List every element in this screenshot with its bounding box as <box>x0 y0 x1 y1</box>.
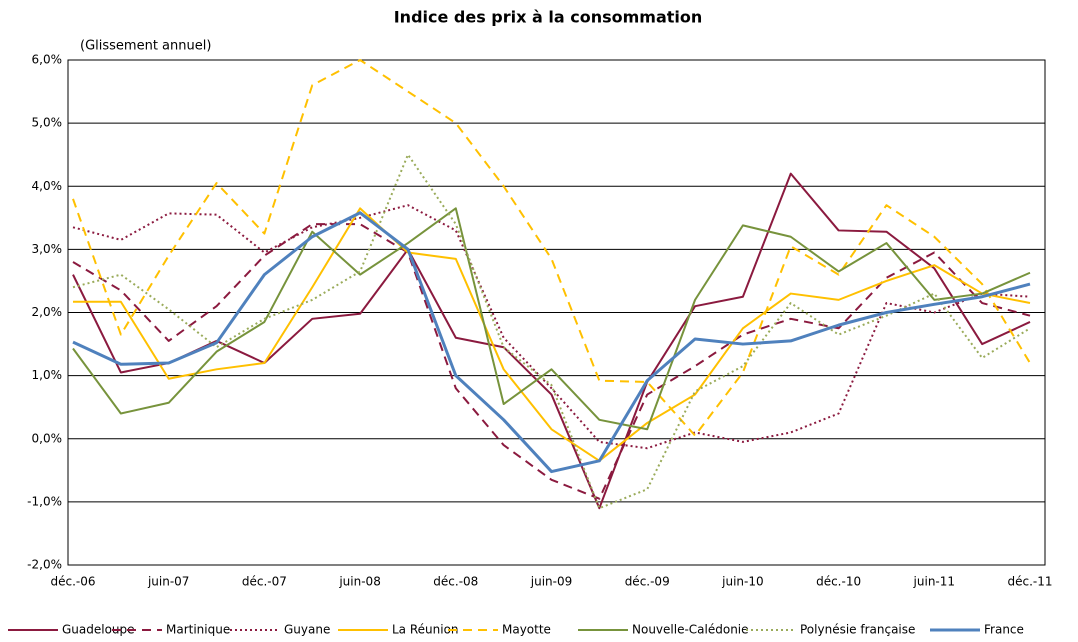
series-line <box>72 172 1031 510</box>
legend-label: Nouvelle-Calédonie <box>632 623 749 637</box>
chart-title: Indice des prix à la consommation <box>394 8 703 27</box>
x-tick-label: juin-08 <box>338 575 380 589</box>
x-tick-label: déc.-11 <box>1007 575 1052 589</box>
x-tick-label: juin-09 <box>530 575 572 589</box>
y-tick-label: 3,0% <box>32 242 63 256</box>
series-line <box>72 223 1031 500</box>
x-tick-label: déc.-09 <box>625 575 670 589</box>
legend-label: Martinique <box>166 623 230 637</box>
y-tick-label: 1,0% <box>32 368 63 382</box>
legend-label: La Réunion <box>392 623 459 637</box>
y-tick-label: 2,0% <box>32 305 63 319</box>
legend-label: Polynésie française <box>800 623 915 637</box>
x-tick-label: juin-11 <box>913 575 955 589</box>
y-tick-label: -2,0% <box>27 558 62 572</box>
series-line <box>72 204 1031 450</box>
chart-subtitle: (Glissement annuel) <box>80 39 211 54</box>
x-tick-label: juin-07 <box>147 575 189 589</box>
legend-label: Guyane <box>284 623 330 637</box>
series-line <box>73 207 1031 462</box>
legend-label: Mayotte <box>502 623 551 637</box>
series-line <box>72 153 1031 510</box>
series-line <box>72 211 1031 474</box>
x-tick-label: déc.-07 <box>242 575 287 589</box>
series-line <box>72 59 1031 437</box>
plot-border <box>67 59 1046 566</box>
y-tick-label: 0,0% <box>32 431 63 445</box>
x-tick-label: déc.-08 <box>433 575 478 589</box>
x-tick-label: juin-10 <box>721 575 763 589</box>
y-tick-label: -1,0% <box>27 494 62 508</box>
y-tick-label: 5,0% <box>32 116 63 130</box>
y-tick-label: 4,0% <box>32 179 63 193</box>
x-tick-label: déc.-10 <box>816 575 861 589</box>
y-tick-label: 6,0% <box>32 53 63 67</box>
x-tick-label: déc.-06 <box>50 575 95 589</box>
series-line <box>72 207 1031 431</box>
legend-label: Guadeloupe <box>62 623 135 637</box>
legend-label: France <box>984 623 1024 637</box>
